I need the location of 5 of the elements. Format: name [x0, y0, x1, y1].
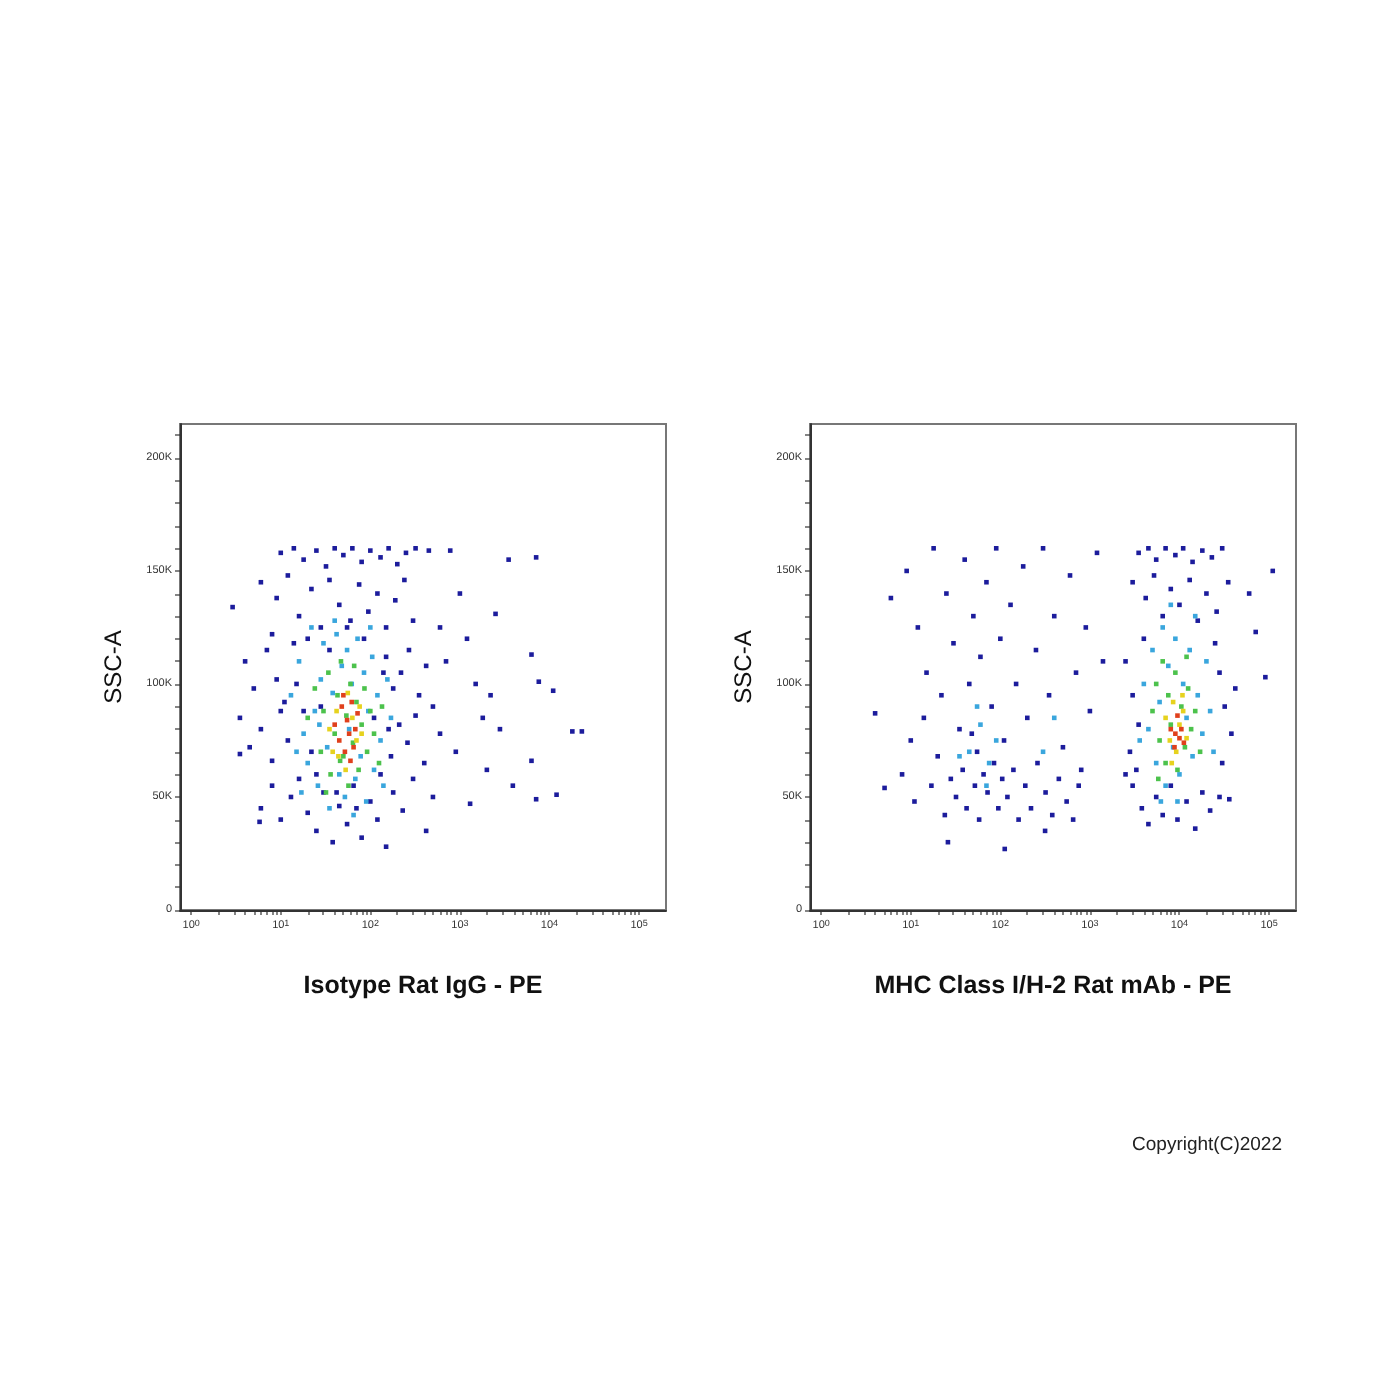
x-axis-title: MHC Class I/H-2 Rat mAb - PE [874, 971, 1232, 999]
text: Copyright(C)2022 [1132, 1134, 1282, 1156]
y-axis-title: SSC-A [98, 630, 127, 704]
y-axis-title: SSC-A [728, 630, 757, 704]
x-axis-title: Isotype Rat IgG - PE [303, 971, 543, 999]
